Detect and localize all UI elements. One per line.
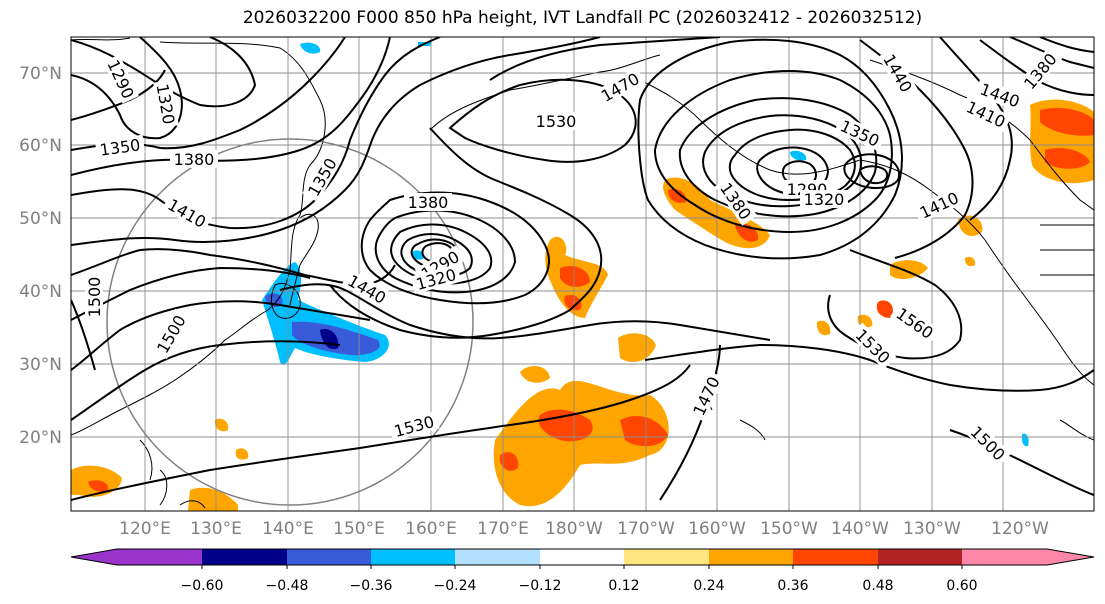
contour-label: 1320 [804, 190, 845, 209]
longitude-labels: 120°E 130°E 140°E 150°E 160°E 170°E 180°… [119, 519, 1049, 539]
colorbar-tick: −0.48 [266, 578, 309, 594]
colorbar-extend-low [71, 549, 117, 565]
colorbar-tick: 0.48 [862, 578, 893, 594]
lon-label: 140°E [262, 519, 314, 539]
contour-label: 1380 [174, 150, 215, 169]
lat-label: 30°N [19, 355, 62, 375]
latitude-labels: 70°N 60°N 50°N 40°N 30°N 20°N [19, 64, 62, 448]
colorbar-segment [455, 549, 540, 565]
lat-label: 60°N [19, 136, 62, 156]
colorbar-tick: 0.12 [608, 578, 639, 594]
colorbar-segment [793, 549, 878, 565]
colorbar [70, 548, 1095, 569]
colorbar-segment [962, 549, 1047, 565]
lat-label: 70°N [19, 64, 62, 84]
lon-label: 150°E [333, 519, 385, 539]
colorbar-tick-labels: −0.60 −0.48 −0.36 −0.24 −0.12 0.12 0.24 … [181, 578, 978, 594]
colorbar-tick: −0.36 [350, 578, 393, 594]
colorbar-segment [371, 549, 455, 565]
lon-label: 170°E [477, 519, 529, 539]
colorbar-tick: −0.24 [434, 578, 477, 594]
height-contours [71, 37, 1094, 501]
colorbar-segment [878, 549, 962, 565]
contour-label: 1500 [85, 277, 104, 318]
lon-label: 160°W [688, 519, 746, 539]
contour-label: 1530 [536, 112, 577, 131]
colorbar-segment [287, 549, 371, 565]
colorbar-outline [70, 548, 1095, 566]
colorbar-tick: 0.60 [946, 578, 977, 594]
lon-label: 130°W [903, 519, 961, 539]
coastlines [71, 37, 1094, 509]
lon-label: 120°E [119, 519, 171, 539]
colorbar-segment [540, 549, 624, 565]
colorbar-segment [709, 549, 793, 565]
lon-label: 150°W [760, 519, 818, 539]
lon-label: 180°W [545, 519, 603, 539]
lon-label: 120°W [991, 519, 1049, 539]
ivt-positive-shading [71, 99, 1094, 511]
lon-label: 130°E [190, 519, 242, 539]
colorbar-segment [624, 549, 709, 565]
colorbar-tick: 0.24 [693, 578, 724, 594]
map-frame [70, 36, 1095, 512]
lon-label: 160°E [405, 519, 457, 539]
map-title: 2026032200 F000 850 hPa height, IVT Land… [242, 8, 923, 28]
lat-label: 20°N [19, 428, 62, 448]
lon-label: 140°W [831, 519, 889, 539]
colorbar-tick: 0.36 [777, 578, 808, 594]
colorbar-tick: −0.12 [519, 578, 562, 594]
lon-label: 170°W [617, 519, 675, 539]
colorbar-segment [117, 549, 202, 565]
lat-label: 40°N [19, 282, 62, 302]
contour-label: 1380 [408, 193, 449, 212]
colorbar-extend-high [1047, 549, 1094, 565]
colorbar-tick: −0.60 [181, 578, 224, 594]
region-circle [106, 138, 474, 506]
lat-label: 50°N [19, 209, 62, 229]
colorbar-segment [202, 549, 287, 565]
